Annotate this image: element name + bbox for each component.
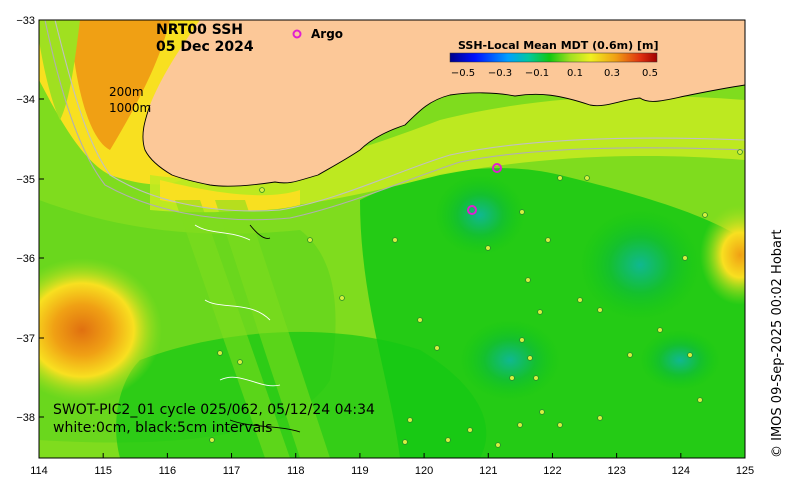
map-date: 05 Dec 2024 <box>156 39 254 55</box>
cold-eddy-south <box>460 320 560 400</box>
colorbar-tick: −0.1 <box>525 68 549 79</box>
map-plot-area <box>39 20 745 458</box>
colorbar-tick: 0.1 <box>567 68 583 79</box>
plot-frame <box>38 19 746 459</box>
drifter-dot <box>434 345 440 351</box>
y-tick-label: −38 <box>16 412 35 424</box>
warm-eddy-east <box>700 205 745 305</box>
shelf-band <box>150 96 745 213</box>
y-tick-label: −35 <box>16 174 35 186</box>
swot-5cm-contours <box>229 224 301 433</box>
drifter-dot <box>682 255 688 261</box>
y-tick-label: −36 <box>16 253 35 265</box>
drifter-dot <box>737 149 743 155</box>
colorbar-tick: −0.5 <box>451 68 475 79</box>
y-tick-label: −34 <box>16 94 35 106</box>
drifter-dot <box>537 309 543 315</box>
cold-eddy-southeast <box>640 330 720 390</box>
argo-legend-label: Argo <box>311 27 343 41</box>
drifter-dot <box>495 442 501 448</box>
drifter-dot <box>417 317 423 323</box>
drifter-dot <box>557 422 563 428</box>
drifter-dot <box>657 327 663 333</box>
x-tick-label: 114 <box>30 465 48 477</box>
drifter-dot <box>527 355 533 361</box>
argo-float <box>467 205 477 215</box>
x-tick-label: 120 <box>415 465 433 477</box>
drifter-dot <box>307 237 313 243</box>
swot-info-line1: SWOT-PIC2_01 cycle 025/062, 05/12/24 04:… <box>53 402 375 418</box>
drifter-dot <box>402 439 408 445</box>
drifter-dot <box>339 295 345 301</box>
drifter-dot <box>584 175 590 181</box>
x-tick-label: 123 <box>607 465 625 477</box>
drifter-dot <box>517 422 523 428</box>
drifter-dot <box>237 359 243 365</box>
credit-label: © IMOS 09-Sep-2025 00:02 Hobart <box>770 230 785 458</box>
drifter-dot <box>597 307 603 313</box>
x-tick-label: 124 <box>672 465 690 477</box>
drifter-dot <box>525 277 531 283</box>
map-title: NRT00 SSH <box>156 22 243 38</box>
coastal-green-strip <box>39 20 80 120</box>
drifter-dot <box>545 237 551 243</box>
drifter-dot <box>407 417 413 423</box>
drifter-dot <box>627 352 633 358</box>
drifter-dot <box>702 212 708 218</box>
drifter-dot <box>259 187 265 193</box>
drifter-dots <box>209 149 743 448</box>
x-tick-label: 125 <box>736 465 754 477</box>
drifter-dot <box>597 415 603 421</box>
contour-label-1000m: 1000m <box>109 101 151 115</box>
drifter-dot <box>557 175 563 181</box>
x-tick-label: 121 <box>479 465 497 477</box>
x-tick-label: 122 <box>543 465 561 477</box>
drifter-dot <box>577 297 583 303</box>
argo-float <box>492 163 502 173</box>
drifter-dot <box>217 350 223 356</box>
drifter-dot <box>467 427 473 433</box>
coastal-warm-core <box>70 20 170 150</box>
x-tick-label: 115 <box>94 465 112 477</box>
drifter-dot <box>697 397 703 403</box>
drifter-dot <box>209 437 215 443</box>
y-tick-label: −33 <box>16 15 35 27</box>
swot-zero-contours <box>194 224 281 387</box>
swot-info-line2: white:0cm, black:5cm intervals <box>53 420 272 436</box>
cold-eddy-center <box>435 175 525 255</box>
colorbar-ticks: −0.5 −0.3 −0.1 0.1 0.3 0.5 <box>451 68 658 79</box>
drifter-dot <box>485 245 491 251</box>
axis-ticks: 114 115 116 117 118 119 120 121 122 123 124 125 −33 −… <box>16 15 754 477</box>
warm-eddy-west <box>39 258 162 402</box>
colorbar <box>449 52 658 63</box>
argo-legend-icon <box>292 29 302 39</box>
colorbar-title: SSH-Local Mean MDT (0.6m) [m] <box>458 39 658 52</box>
drifter-dot <box>392 237 398 243</box>
coastline <box>142 84 745 187</box>
colorbar-tick: 0.3 <box>604 68 620 79</box>
drifter-dot <box>687 352 693 358</box>
bathymetry-1000m-contour <box>44 20 745 221</box>
colorbar-tick: 0.5 <box>642 68 658 79</box>
swot-swath-left <box>175 200 290 458</box>
x-tick-label: 118 <box>287 465 305 477</box>
drifter-dot <box>539 409 545 415</box>
drifter-dot <box>519 337 525 343</box>
x-tick-label: 119 <box>351 465 369 477</box>
drifter-dot <box>533 375 539 381</box>
x-tick-label: 116 <box>159 465 177 477</box>
x-tick-label: 117 <box>223 465 241 477</box>
cold-eddy-east <box>580 210 700 320</box>
y-tick-label: −37 <box>16 333 35 345</box>
drifter-dot <box>519 209 525 215</box>
colorbar-tick: −0.3 <box>488 68 512 79</box>
swot-swath-right <box>215 200 330 458</box>
drifter-dot <box>509 375 515 381</box>
drifter-dot <box>445 437 451 443</box>
bathymetry-200m-contour <box>54 20 745 212</box>
contour-label-200m: 200m <box>109 85 144 99</box>
